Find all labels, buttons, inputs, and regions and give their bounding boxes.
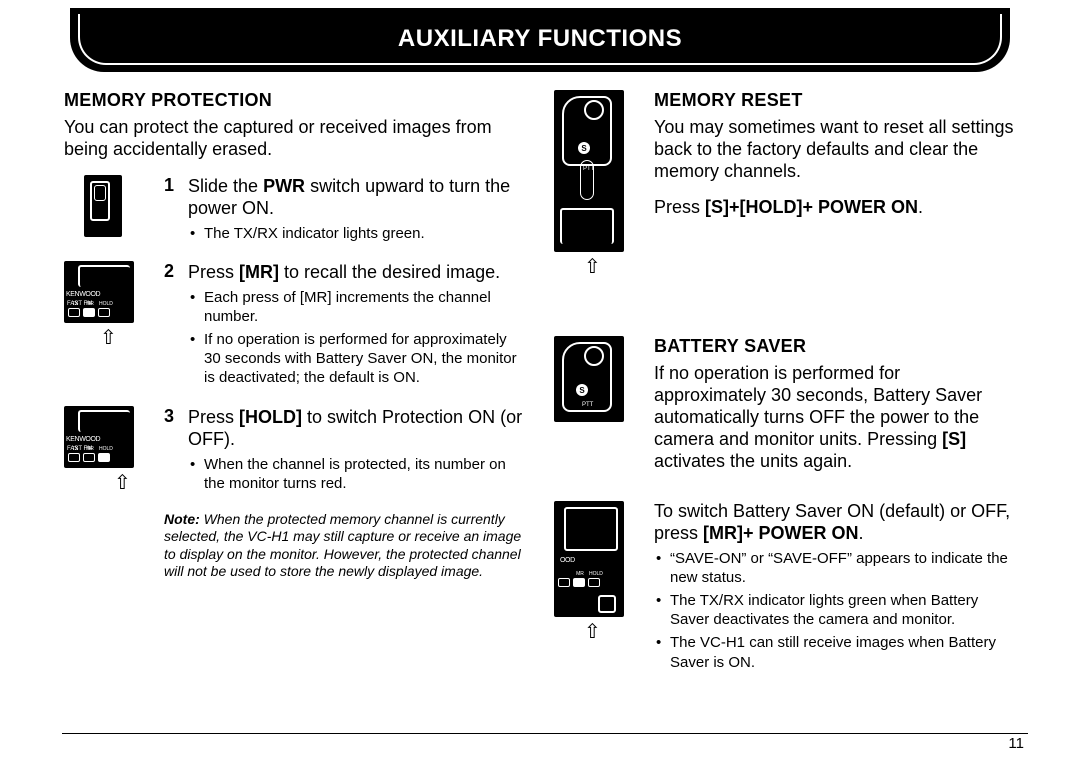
content-columns: MEMORY PROTECTION You can protect the ca… xyxy=(40,90,1040,690)
ood-label: OOD xyxy=(560,557,575,564)
manual-page: AUXILIARY FUNCTIONS MEMORY PROTECTION Yo… xyxy=(0,8,1080,768)
battery-saver-heading: BATTERY SAVER xyxy=(654,336,1016,357)
step2-illus-cell: KENWOOD FAST FM TX MR HOLD xyxy=(64,261,150,347)
note-text: Note: When the protected memory channel … xyxy=(164,511,526,581)
step2-bold: [MR] xyxy=(239,262,279,282)
saver-bullet-0: “SAVE-ON” or “SAVE-OFF” appears to indic… xyxy=(654,549,1016,587)
saver-illus-cell-2: OOD MR HOLD xyxy=(554,501,640,641)
saver-row-1: S PTT BATTERY SAVER If no operation is p… xyxy=(554,336,1016,487)
footer-rule xyxy=(62,733,1028,734)
memory-protection-heading: MEMORY PROTECTION xyxy=(64,90,526,111)
memory-reset-intro: You may sometimes want to reset all sett… xyxy=(654,117,1016,183)
step3-text: 3 Press [HOLD] to switch Protection ON (… xyxy=(164,406,526,497)
mr-button-illustration: KENWOOD FAST FM TX MR HOLD xyxy=(64,261,134,323)
kenwood-label: KENWOOD xyxy=(66,291,100,298)
arrow-up-icon xyxy=(584,621,598,641)
memory-protection-intro: You can protect the captured or received… xyxy=(64,117,526,161)
step2-pre: Press xyxy=(188,262,239,282)
step3-pre: Press xyxy=(188,407,239,427)
right-column: S PTT MEMORY RESET You may sometimes wan… xyxy=(554,90,1016,690)
saver-bullet-2: The VC-H1 can still receive images when … xyxy=(654,633,1016,671)
step1-number: 1 xyxy=(164,175,178,247)
step3-number: 3 xyxy=(164,406,178,497)
arrow-up-icon xyxy=(114,472,128,492)
arrow-up-icon xyxy=(584,256,598,276)
saver-bullet-1: The TX/RX indicator lights green when Ba… xyxy=(654,591,1016,629)
pwr-switch-illustration xyxy=(84,175,122,237)
step3-bold: [HOLD] xyxy=(239,407,302,427)
step3-row: KENWOOD FAST FM TX MR HOLD 3 P xyxy=(64,406,526,497)
step2-row: KENWOOD FAST FM TX MR HOLD 2 P xyxy=(64,261,526,391)
memory-reset-heading: MEMORY RESET xyxy=(654,90,1016,111)
note-row: Note: When the protected memory channel … xyxy=(64,511,526,581)
saver-monitor-illustration: OOD MR HOLD xyxy=(554,501,624,617)
saver-camera-illustration: S PTT xyxy=(554,336,624,422)
saver-text-2: To switch Battery Saver ON (default) or … xyxy=(654,501,1016,676)
saver-text-1: BATTERY SAVER If no operation is perform… xyxy=(654,336,1016,487)
button-row-3: MR HOLD xyxy=(558,578,600,587)
header-inner: AUXILIARY FUNCTIONS xyxy=(78,14,1002,65)
step1-illus-cell xyxy=(64,175,150,237)
page-number: 11 xyxy=(1008,735,1024,752)
header-tab: AUXILIARY FUNCTIONS xyxy=(70,8,1010,72)
button-row-2: TX MR HOLD xyxy=(68,453,110,462)
reset-row: S PTT MEMORY RESET You may sometimes wan… xyxy=(554,90,1016,276)
step1-bullet-0: The TX/RX indicator lights green. xyxy=(188,224,526,243)
step1-row: 1 Slide the PWR switch upward to turn th… xyxy=(64,175,526,247)
note-body: When the protected memory channel is cur… xyxy=(164,511,521,580)
memory-reset-press: Press [S]+[HOLD]+ POWER ON. xyxy=(654,197,1016,219)
step2-post: to recall the desired image. xyxy=(279,262,500,282)
battery-saver-p1: If no operation is performed for approxi… xyxy=(654,363,1016,473)
note-label: Note: xyxy=(164,511,200,527)
s-button-icon: S xyxy=(576,384,588,396)
step3-body: Press [HOLD] to switch Protection ON (or… xyxy=(188,406,526,497)
s-button-icon: S xyxy=(578,142,590,154)
reset-press-pre: Press xyxy=(654,197,705,217)
step3-bullet-0: When the channel is protected, its numbe… xyxy=(188,455,526,493)
saver-row-2: OOD MR HOLD To switch Battery Saver ON (… xyxy=(554,501,1016,676)
reset-press-post: . xyxy=(918,197,923,217)
step1-bold: PWR xyxy=(263,176,305,196)
reset-text-cell: MEMORY RESET You may sometimes want to r… xyxy=(654,90,1016,233)
reset-press-bold: [S]+[HOLD]+ POWER ON xyxy=(705,197,918,217)
step1-body: Slide the PWR switch upward to turn the … xyxy=(188,175,526,247)
battery-saver-p2: To switch Battery Saver ON (default) or … xyxy=(654,501,1016,545)
step1-pre: Slide the xyxy=(188,176,263,196)
page-title: AUXILIARY FUNCTIONS xyxy=(398,25,682,53)
button-row: TX MR HOLD xyxy=(68,308,110,317)
hold-button-illustration: KENWOOD FAST FM TX MR HOLD xyxy=(64,406,134,468)
reset-device-illustration: S PTT xyxy=(554,90,624,252)
saver-p1-a: If no operation is performed for approxi… xyxy=(654,363,982,449)
saver-p1-b: activates the units again. xyxy=(654,451,852,471)
saver-p1-bold: [S] xyxy=(942,429,966,449)
step1-text: 1 Slide the PWR switch upward to turn th… xyxy=(164,175,526,247)
step3-illus-cell: KENWOOD FAST FM TX MR HOLD xyxy=(64,406,150,492)
left-column: MEMORY PROTECTION You can protect the ca… xyxy=(64,90,526,690)
step2-text: 2 Press [MR] to recall the desired image… xyxy=(164,261,526,391)
saver-p2-bold: [MR]+ POWER ON xyxy=(703,523,859,543)
step2-bullet-0: Each press of [MR] increments the channe… xyxy=(188,288,526,326)
step2-body: Press [MR] to recall the desired image. … xyxy=(188,261,526,391)
saver-illus-cell-1: S PTT xyxy=(554,336,640,422)
step2-bullet-1: If no operation is performed for approxi… xyxy=(188,330,526,388)
arrow-up-icon xyxy=(100,327,114,347)
reset-illus-cell: S PTT xyxy=(554,90,640,276)
step2-number: 2 xyxy=(164,261,178,391)
kenwood-label-2: KENWOOD xyxy=(66,436,100,443)
saver-p2-b: . xyxy=(859,523,864,543)
